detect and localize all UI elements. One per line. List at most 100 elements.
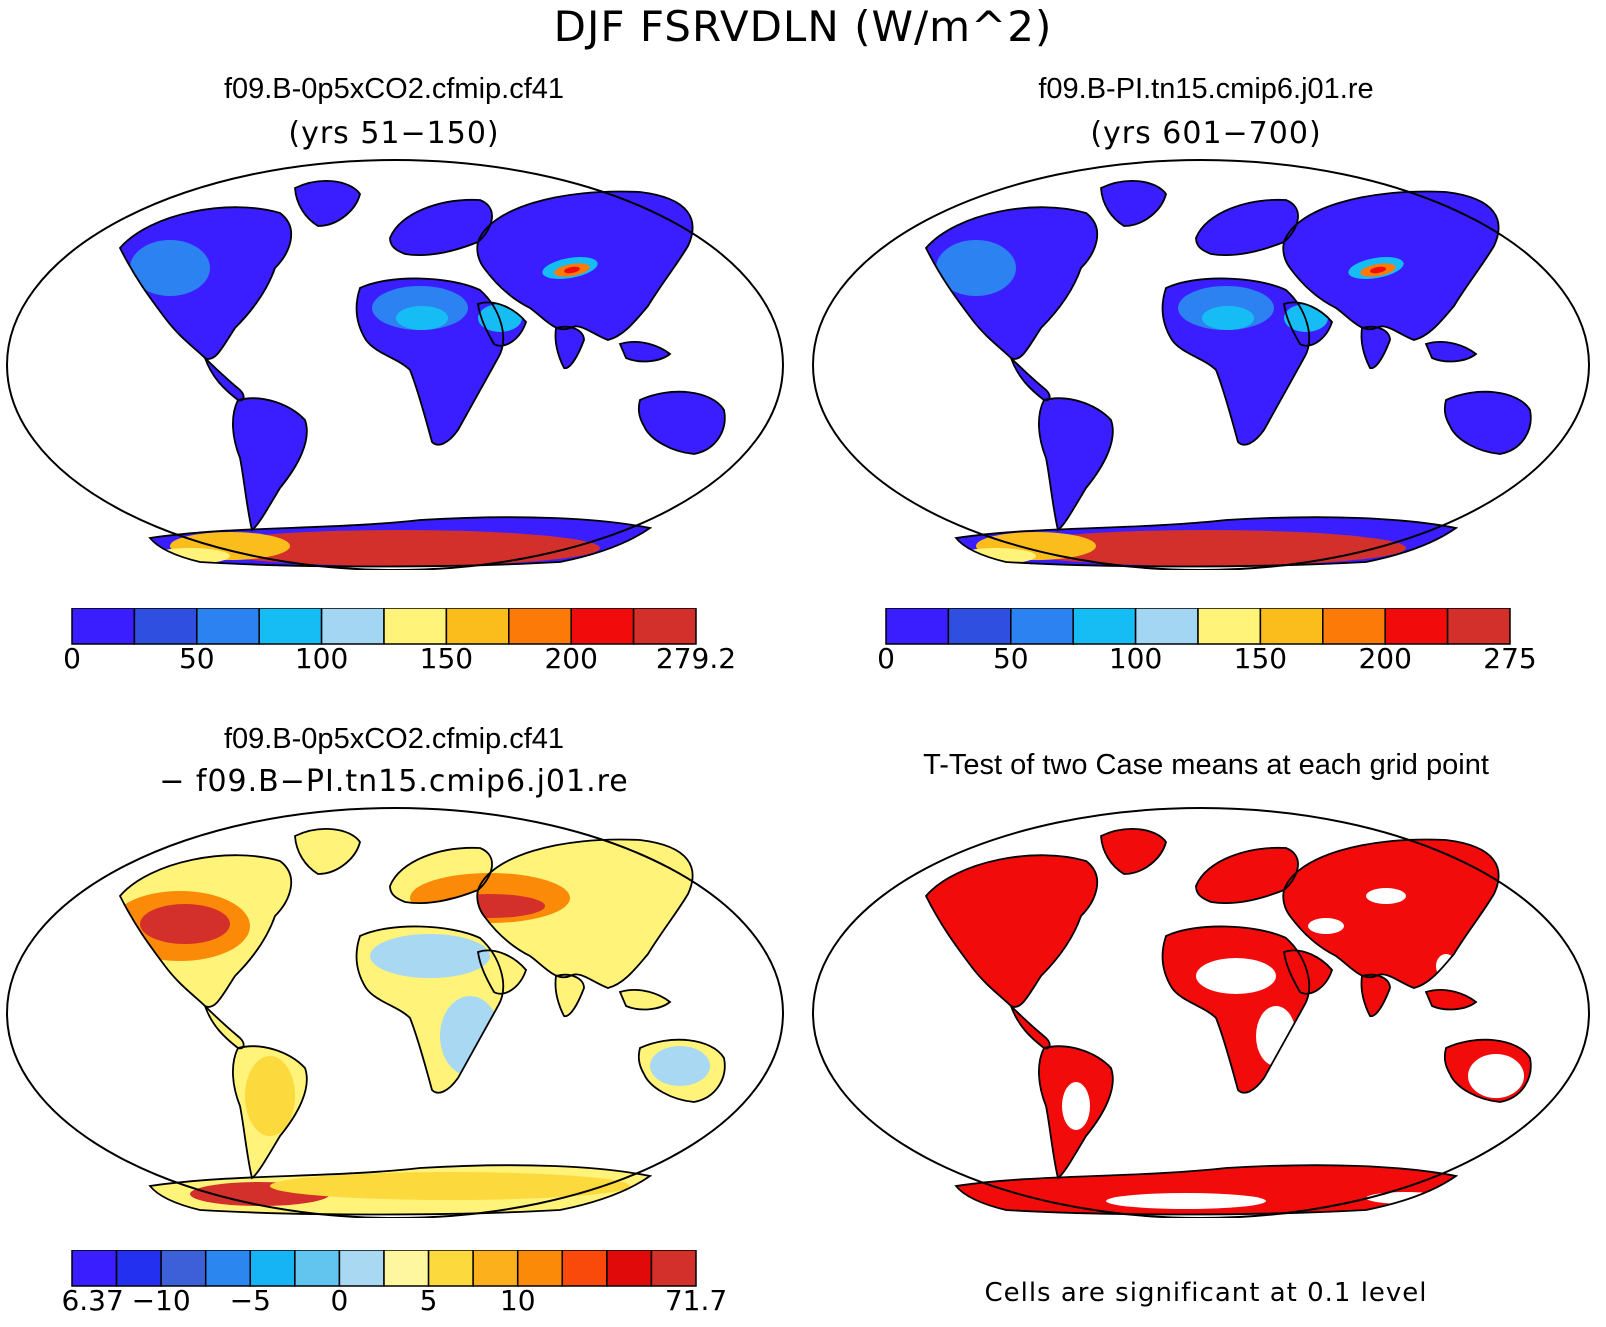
colorbar-swatch [249, 1250, 296, 1287]
coastline [1283, 949, 1334, 995]
colorbar-swatch [383, 608, 448, 645]
coastline [637, 1038, 726, 1103]
value-region [564, 266, 580, 274]
panel-1-title: f09.B-0p5xCO2.cfmip.cf41 [223, 73, 565, 105]
colorbar-tick-label: 0 [331, 1284, 349, 1317]
coastline [232, 1045, 308, 1180]
landmass-grn [295, 180, 360, 226]
coastline [924, 854, 1098, 1008]
map-border [812, 159, 1590, 570]
coastline [148, 516, 653, 568]
coastline [294, 180, 361, 227]
value-region [650, 1046, 710, 1086]
coastline [476, 838, 694, 989]
colorbar-tick-label: 150 [420, 642, 473, 675]
value-region [130, 240, 210, 296]
panel-1-colorbar: 0 50 100 150 200 279.2 [63, 608, 736, 675]
colorbar-tick-label: 275 [1483, 642, 1536, 675]
coastline [1161, 277, 1311, 446]
value-region [1062, 1082, 1090, 1130]
colorbar-swatch [320, 608, 385, 645]
panel-4-note: Cells are significant at 0.1 level [984, 1278, 1428, 1308]
panel-3-map [6, 807, 784, 1218]
colorbar-swatch [71, 608, 136, 645]
colorbar-swatch [160, 1250, 207, 1287]
colorbar-swatch [1259, 608, 1324, 645]
colorbar-swatch [294, 1250, 341, 1287]
landmass-ind [555, 326, 584, 369]
coastline [1283, 301, 1334, 347]
panel-4-map [812, 807, 1590, 1218]
colorbar-tick-label: 0 [877, 642, 895, 675]
landmass-grn [1101, 828, 1166, 874]
colorbar-swatch [472, 1250, 519, 1287]
coastline [618, 989, 672, 1011]
coastline [924, 206, 1098, 360]
coastline [232, 397, 308, 532]
value-region [1006, 530, 1406, 566]
colorbar-swatch [204, 1250, 252, 1287]
coastline [954, 1164, 1459, 1216]
colorbar-swatch [427, 1250, 474, 1287]
coastline [1100, 180, 1167, 227]
coastline [477, 301, 528, 347]
value-region [140, 904, 230, 944]
value-region [1366, 1192, 1446, 1204]
colorbar-swatch [115, 1250, 162, 1287]
panel-4-title: T-Test of two Case means at each grid po… [923, 749, 1489, 781]
landmass-sam [232, 398, 307, 530]
coastline [355, 925, 505, 1094]
colorbar-tick-label: −16.37 [60, 1284, 124, 1317]
colorbar-swatch [606, 1250, 653, 1287]
colorbar-swatch [445, 608, 510, 645]
value-region [956, 548, 1036, 564]
colorbar-swatch [1446, 608, 1511, 645]
value-region [1202, 306, 1254, 330]
colorbar-swatch [1010, 608, 1074, 645]
colorbar-tick-label: 50 [993, 642, 1029, 675]
colorbar-swatch [1134, 608, 1199, 645]
coastline [554, 973, 585, 1017]
landmass-ant [956, 1165, 1456, 1215]
panel-1-subtitle: (yrs 51−150) [288, 116, 500, 151]
value-region [370, 934, 490, 978]
colorbar-tick-label: 150 [1234, 642, 1287, 675]
colorbar-tick-label: 279.2 [656, 642, 736, 675]
map-border [6, 807, 784, 1218]
value-region [270, 1172, 630, 1200]
panel-3-title: f09.B-0p5xCO2.cfmip.cf41 [223, 723, 565, 755]
colorbar-tick-label: 200 [544, 642, 597, 675]
coastline [1424, 989, 1478, 1011]
panel-3-colorbar: −16.37−10 −5 0 5 10 71.7 [60, 1250, 727, 1317]
colorbar-tick-label: 71.7 [665, 1284, 727, 1317]
colorbar-swatch [383, 1250, 430, 1287]
coastline [954, 516, 1459, 568]
coastline [118, 854, 292, 1008]
value-region [1468, 1054, 1524, 1098]
colorbar-swatch [1197, 608, 1262, 645]
colorbar-tick-label: −10 [132, 1284, 191, 1317]
value-region [1366, 888, 1406, 904]
colorbar-tick-label: 0 [63, 642, 81, 675]
coastline [1282, 838, 1500, 989]
coastline [1360, 973, 1391, 1017]
landmass-sam [1038, 398, 1113, 530]
colorbar-swatch [1322, 608, 1386, 645]
colorbar-swatch [632, 608, 697, 645]
value-region [245, 1056, 295, 1136]
colorbar-tick-label: −5 [230, 1284, 271, 1317]
coastline [1100, 828, 1167, 875]
panel-2-subtitle: (yrs 601−700) [1090, 116, 1322, 151]
value-region [150, 548, 230, 564]
colorbar-swatch [1384, 608, 1449, 645]
colorbar-swatch [516, 1250, 564, 1287]
value-region [1370, 266, 1386, 274]
landmass-ind [555, 974, 584, 1017]
colorbar-swatch [650, 1250, 697, 1287]
landmass-asia [1283, 839, 1499, 988]
colorbar-tick-label: 200 [1358, 642, 1411, 675]
landmass-nam [926, 855, 1098, 1007]
colorbar-swatch [508, 608, 572, 645]
value-region [936, 240, 1016, 296]
value-region [1196, 958, 1276, 994]
